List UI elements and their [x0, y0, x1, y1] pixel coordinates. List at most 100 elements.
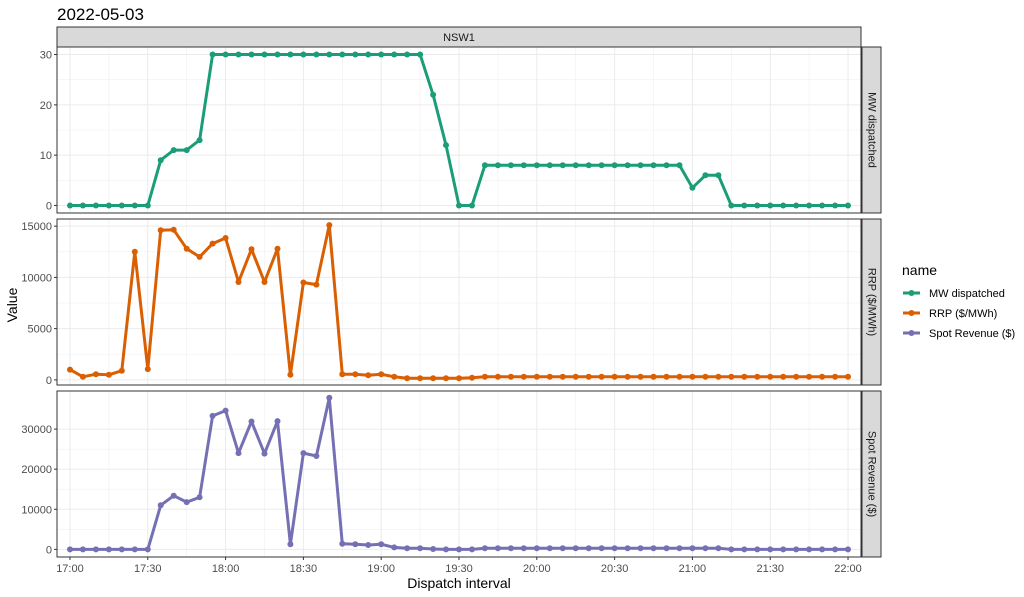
data-point: [767, 546, 774, 553]
y-tick-label: 20: [40, 100, 52, 112]
y-tick-label: 5000: [28, 324, 52, 336]
legend-key-point: [908, 290, 915, 296]
data-point: [261, 279, 268, 285]
data-point: [676, 162, 683, 169]
data-point: [209, 51, 216, 58]
data-point: [352, 371, 359, 378]
data-point: [689, 184, 696, 191]
data-point: [339, 371, 346, 378]
data-point: [144, 202, 151, 209]
data-point: [183, 147, 190, 154]
data-point: [196, 494, 203, 501]
data-point: [676, 373, 683, 380]
data-point: [559, 373, 566, 380]
data-point: [222, 407, 229, 414]
data-point: [819, 373, 826, 380]
data-point: [546, 373, 553, 380]
data-point: [507, 162, 514, 169]
data-point: [572, 545, 579, 552]
data-point: [378, 371, 385, 378]
y-tick-label: 0: [46, 375, 52, 387]
data-point: [430, 375, 437, 382]
data-point: [404, 375, 411, 382]
data-point: [559, 162, 566, 169]
data-point: [663, 162, 670, 169]
data-point: [806, 546, 813, 553]
data-point: [650, 545, 657, 552]
data-point: [494, 162, 501, 169]
data-point: [585, 373, 592, 380]
data-point: [92, 202, 99, 209]
legend-title: name: [902, 262, 937, 278]
data-point: [637, 545, 644, 552]
data-point: [767, 202, 774, 209]
data-point: [715, 172, 722, 179]
data-point: [443, 142, 449, 149]
y-tick-label: 10000: [21, 504, 52, 516]
data-point: [637, 373, 644, 380]
data-point: [715, 545, 722, 552]
x-tick-label: 19:00: [367, 563, 395, 575]
panel-border: [56, 218, 862, 386]
data-point: [650, 162, 657, 169]
data-point: [456, 375, 462, 382]
data-point: [79, 373, 86, 380]
data-point: [274, 245, 281, 252]
data-point: [378, 541, 385, 548]
data-point: [767, 373, 774, 380]
data-point: [598, 162, 605, 169]
data-point: [676, 545, 683, 552]
data-point: [417, 545, 424, 552]
legend-label: Spot Revenue ($): [929, 328, 1015, 340]
data-point: [533, 162, 540, 169]
data-point: [728, 202, 735, 209]
data-point: [702, 545, 709, 552]
data-point: [391, 373, 398, 380]
data-point: [637, 162, 644, 169]
data-point: [793, 373, 800, 380]
y-tick-label: 15000: [21, 221, 52, 233]
data-point: [144, 366, 151, 373]
data-point: [793, 202, 800, 209]
x-tick-label: 17:30: [134, 563, 162, 575]
data-point: [546, 545, 553, 552]
data-point: [469, 546, 475, 553]
data-point: [520, 373, 527, 380]
data-point: [144, 546, 151, 553]
panel-0: 0 10 20 30 MW dispatched: [40, 46, 882, 214]
data-point: [481, 373, 488, 380]
data-point: [494, 545, 501, 552]
data-point: [417, 375, 424, 382]
data-point: [352, 51, 359, 58]
data-point: [118, 546, 125, 553]
data-point: [430, 546, 437, 552]
data-point: [819, 546, 826, 553]
data-point: [365, 51, 372, 58]
panel-1: 0 5000 10000 15000 RRP ($/MWh): [21, 218, 882, 387]
x-tick-label: 19:30: [445, 563, 473, 575]
data-point: [663, 545, 670, 552]
y-tick-label: 0: [46, 544, 52, 556]
data-point: [170, 147, 177, 154]
data-point: [300, 279, 307, 286]
data-point: [520, 545, 527, 552]
data-point: [624, 373, 631, 380]
data-point: [728, 546, 735, 553]
x-tick-label: 21:00: [679, 563, 707, 575]
facet-strip-right-label: MW dispatched: [866, 92, 878, 168]
data-point: [611, 373, 618, 380]
data-point: [780, 373, 787, 380]
data-point: [793, 546, 800, 553]
data-point: [313, 453, 320, 459]
data-point: [339, 51, 346, 58]
data-point: [313, 281, 320, 288]
data-point: [131, 546, 138, 553]
data-point: [611, 545, 618, 552]
data-point: [261, 51, 268, 58]
data-point: [326, 51, 333, 58]
data-point: [404, 545, 411, 552]
data-point: [456, 546, 462, 553]
panel-2: 0 10000 20000 30000 Spot Revenue ($) 17:00 17:…: [21, 390, 882, 575]
data-point: [469, 374, 475, 381]
data-point: [443, 375, 449, 382]
